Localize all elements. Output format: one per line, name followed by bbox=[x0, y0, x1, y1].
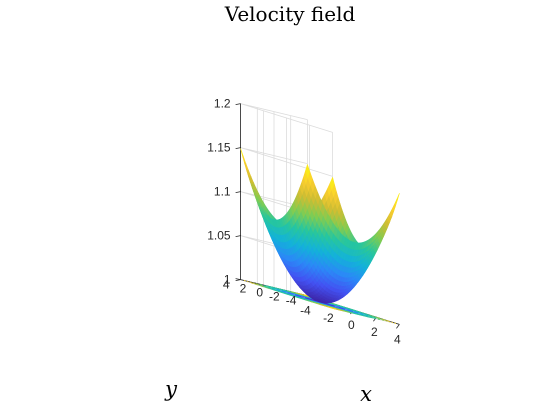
z-tick-label: 1.05 bbox=[207, 229, 231, 243]
z-tick-mark bbox=[235, 191, 241, 193]
x-tick-mark bbox=[396, 324, 400, 329]
x-tick-label: -2 bbox=[323, 311, 334, 325]
x-tick-label: 2 bbox=[371, 325, 378, 339]
contour-line bbox=[394, 322, 397, 324]
y-tick-label: -4 bbox=[286, 294, 297, 308]
contour-line bbox=[382, 318, 388, 322]
contour-line bbox=[249, 281, 254, 285]
contour-line bbox=[252, 282, 258, 286]
x-tick-label: 0 bbox=[348, 318, 355, 332]
z-tick-label: 1.1 bbox=[214, 185, 231, 199]
contour-line bbox=[243, 280, 246, 282]
z-tick-mark bbox=[235, 235, 241, 237]
surface-plot bbox=[240, 148, 400, 304]
y-tick-label: -2 bbox=[269, 290, 280, 304]
x-tick-label: 4 bbox=[394, 332, 401, 346]
y-tick-label: 0 bbox=[256, 286, 263, 300]
z-tick-mark bbox=[235, 103, 241, 105]
y-tick-label: 4 bbox=[223, 278, 230, 292]
contour-line bbox=[391, 321, 394, 324]
contour-line bbox=[327, 306, 337, 310]
z-tick-mark bbox=[235, 147, 241, 149]
z-tick-label: 1.2 bbox=[214, 97, 231, 111]
z-tick-label: 1.15 bbox=[207, 141, 231, 155]
z-tick-label: 1 bbox=[224, 273, 231, 287]
contour-line bbox=[386, 319, 391, 323]
contour-line bbox=[246, 280, 249, 283]
y-tick-label: 2 bbox=[240, 282, 247, 296]
y-axis-label: y bbox=[164, 377, 178, 401]
surface-patch bbox=[394, 193, 400, 206]
z-tick-mark bbox=[235, 279, 241, 281]
x-axis-label: x bbox=[360, 382, 372, 406]
x-tick-label: -4 bbox=[300, 304, 311, 318]
chart-title: Velocity field bbox=[224, 2, 356, 26]
